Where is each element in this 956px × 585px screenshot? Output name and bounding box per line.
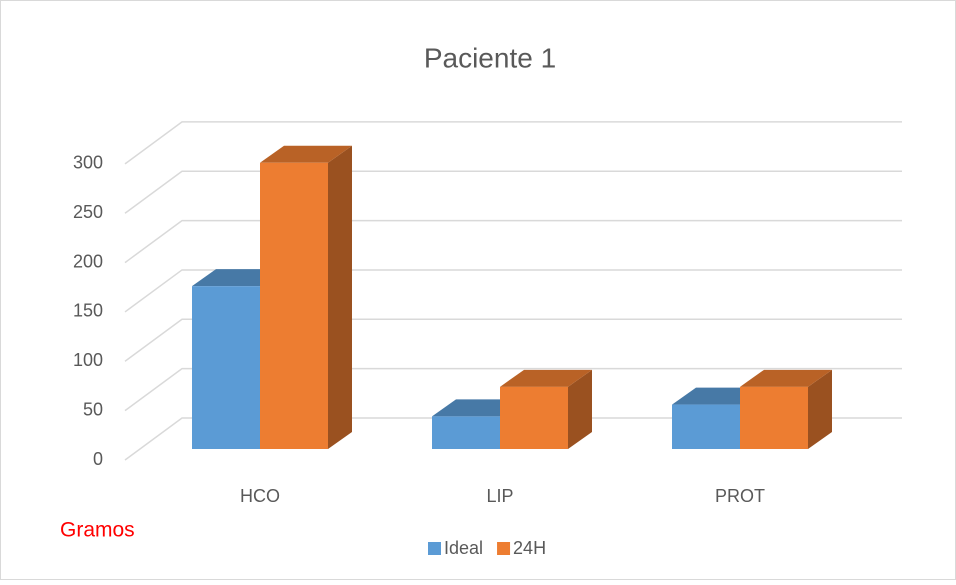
y-tick-label: 100 <box>73 350 103 370</box>
legend-swatch <box>497 542 511 555</box>
y-tick-label: 50 <box>83 399 103 419</box>
y-tick-label: 250 <box>73 202 103 222</box>
y-tick-label: 200 <box>73 251 103 271</box>
grid-line <box>124 367 902 412</box>
bar-top <box>500 369 592 387</box>
y-tick-label: 0 <box>93 449 103 469</box>
bar-front <box>500 386 568 449</box>
bar-front <box>672 404 740 449</box>
bar-front <box>432 416 500 449</box>
bar-top <box>740 369 832 387</box>
x-tick-label: LIP <box>486 486 513 506</box>
y-tick-label: 150 <box>73 301 103 321</box>
bar-side <box>568 369 592 449</box>
bar-front <box>192 286 260 449</box>
grid-line <box>124 121 902 165</box>
y-tick-label: 300 <box>73 153 103 173</box>
bar-front <box>740 386 808 449</box>
grid-line <box>124 417 902 461</box>
legend-swatch <box>428 542 441 555</box>
grid-line <box>124 269 902 313</box>
grid-line <box>124 318 902 362</box>
chart-title: Paciente 1 <box>424 42 556 73</box>
bar-side <box>328 145 352 449</box>
grid-line <box>124 219 902 264</box>
legend-label: 24H <box>513 538 546 558</box>
bar <box>260 145 352 449</box>
bar <box>740 369 832 449</box>
bar <box>500 369 592 449</box>
grid-line <box>124 170 902 214</box>
bar-front <box>260 162 328 449</box>
legend-label: Ideal <box>444 538 483 558</box>
annotation: Gramos <box>60 519 135 542</box>
x-tick-label: HCO <box>240 486 280 506</box>
bar-side <box>808 369 832 449</box>
bar-top <box>260 145 352 163</box>
x-tick-label: PROT <box>715 486 765 506</box>
